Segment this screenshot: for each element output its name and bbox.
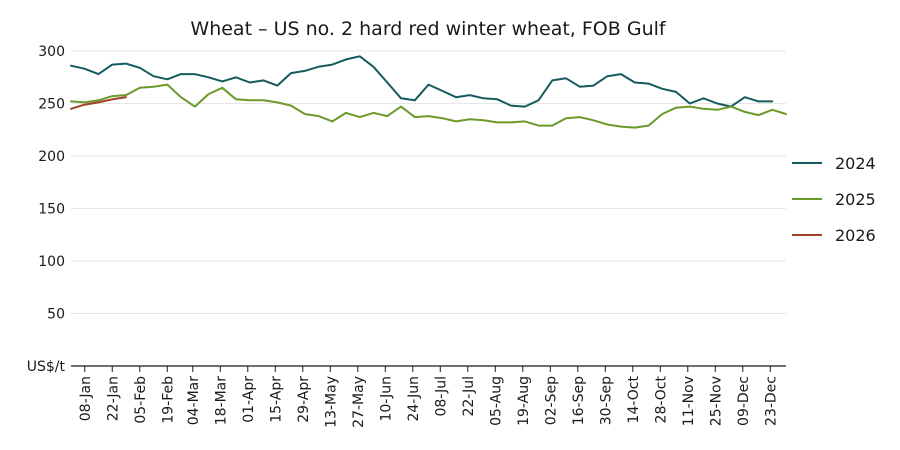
series-lines xyxy=(70,55,787,129)
x-tick-label: 19-Feb xyxy=(160,376,176,424)
y-tick-label: 100 xyxy=(38,254,65,270)
x-tick-label: 05-Feb xyxy=(133,376,149,424)
x-tick-label: 13-May xyxy=(323,376,339,428)
y-tick-label: 200 xyxy=(38,149,65,165)
x-tick-label: 28-Oct xyxy=(653,375,669,423)
x-tick-label: 22-Jan xyxy=(105,376,121,421)
chart-title: Wheat – US no. 2 hard red winter wheat, … xyxy=(190,18,666,40)
grid-lines xyxy=(71,50,786,314)
y-tick-label: 50 xyxy=(47,307,65,323)
legend: 2024 2025 2026 xyxy=(792,154,876,245)
x-tick-label: 09-Dec xyxy=(736,376,752,426)
y-tick-label: 150 xyxy=(38,202,65,218)
series-line-2024 xyxy=(70,55,774,108)
legend-label-2025: 2025 xyxy=(835,190,876,209)
x-tick-label: 27-May xyxy=(351,376,367,428)
x-tick-label: 16-Sep xyxy=(571,376,587,425)
x-tick-label: 04-Mar xyxy=(186,376,202,426)
x-tick-label: 25-Nov xyxy=(708,376,724,426)
x-tick-label: 29-Apr xyxy=(296,376,312,423)
series-line-2026 xyxy=(70,96,127,110)
y-tick-label: 300 xyxy=(38,44,65,60)
x-tick-label: 11-Nov xyxy=(681,376,697,426)
legend-label-2024: 2024 xyxy=(835,154,876,173)
x-tick-label: 08-Jan xyxy=(78,376,94,421)
series-line-2025 xyxy=(70,83,787,129)
x-tick-label: 15-Apr xyxy=(268,376,284,423)
x-tick-label: 01-Apr xyxy=(241,376,257,423)
x-tick-label: 02-Sep xyxy=(543,376,559,425)
x-tick-label: 30-Sep xyxy=(598,376,614,425)
x-tick-label: 08-Jul xyxy=(433,376,449,417)
x-tick-label: 23-Dec xyxy=(763,376,779,426)
x-tick-label: 19-Aug xyxy=(516,376,532,426)
y-axis-label: US$/t xyxy=(27,359,66,375)
axes: 50 100 150 200 250 300 US$/t 08-Jan 22-Jan 05-Feb… xyxy=(27,44,786,428)
x-tick-label: 14-Oct xyxy=(626,375,642,423)
y-tick-label: 250 xyxy=(38,97,65,113)
legend-label-2026: 2026 xyxy=(835,226,876,245)
x-tick-label: 24-Jun xyxy=(406,376,422,422)
x-tick-label: 22-Jul xyxy=(461,376,477,417)
x-tick-label: 05-Aug xyxy=(488,376,504,426)
x-tick-label: 18-Mar xyxy=(213,376,229,426)
x-tick-label: 10-Jun xyxy=(378,376,394,422)
